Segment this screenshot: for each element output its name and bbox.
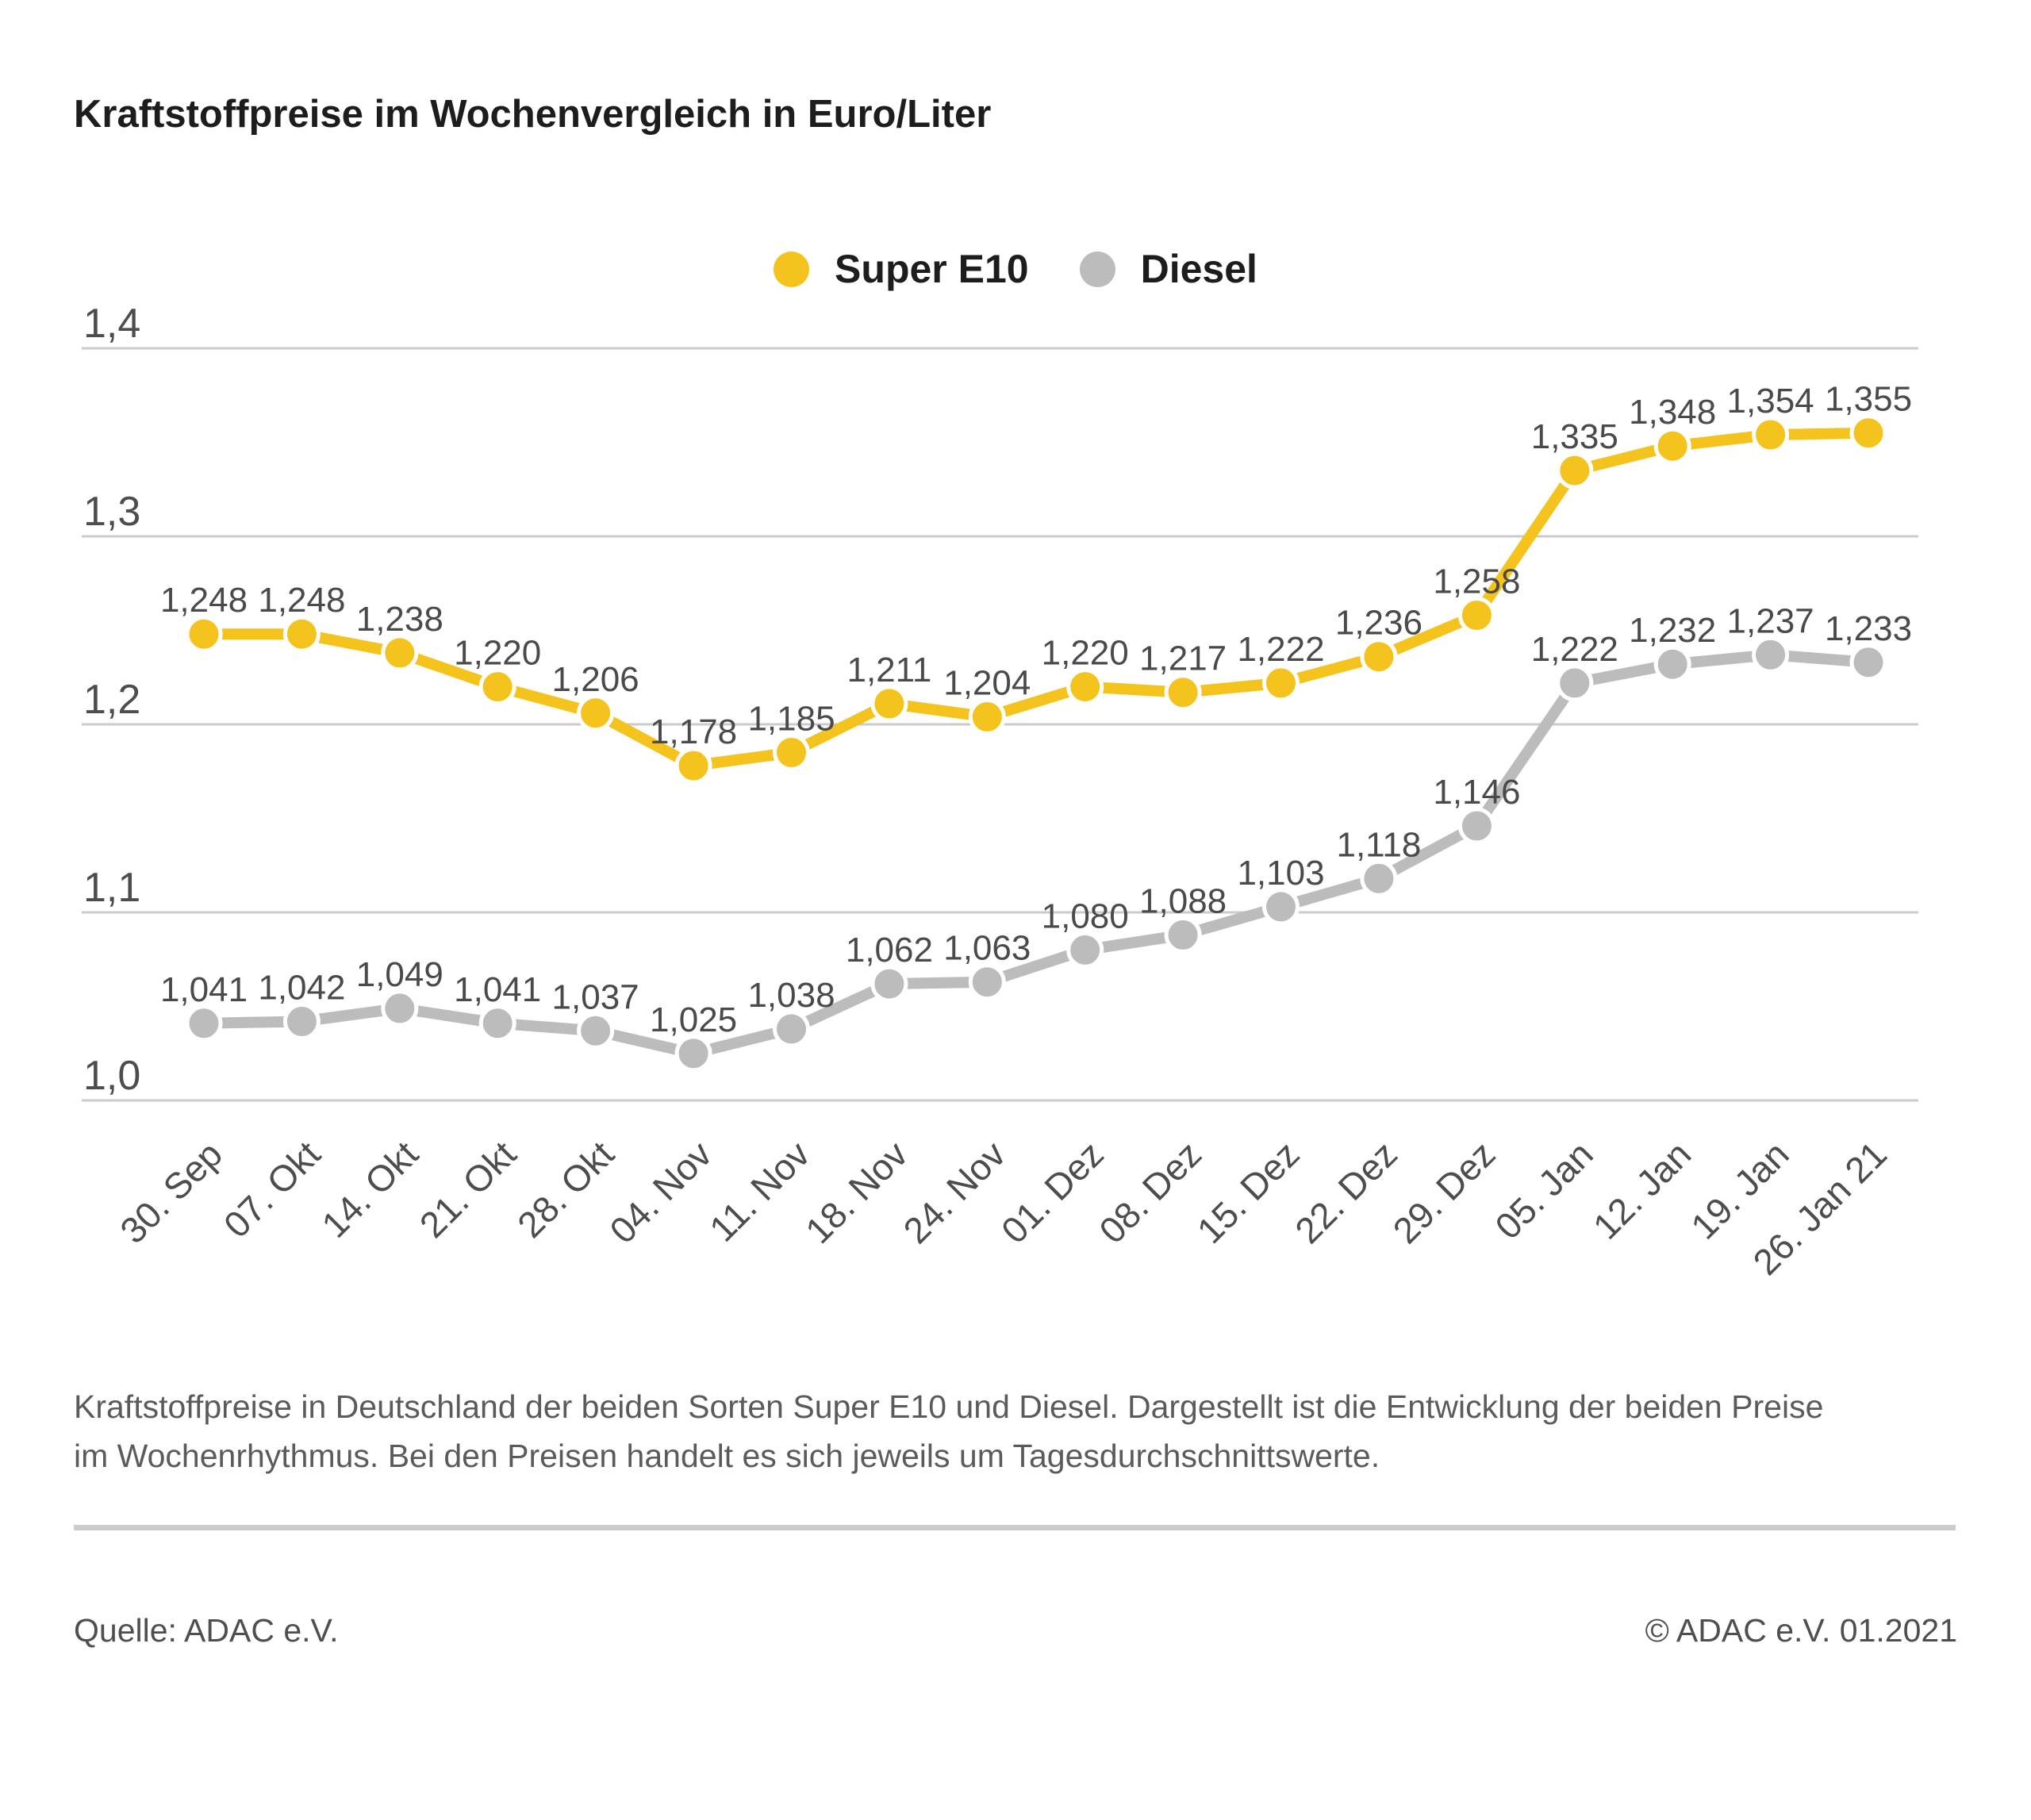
svg-text:22. Dez: 22. Dez [1287,1133,1405,1251]
page-title: Kraftstoffpreise im Wochenvergleich in E… [74,93,992,136]
svg-text:18. Nov: 18. Nov [797,1133,916,1251]
svg-text:1,258: 1,258 [1433,563,1520,601]
svg-text:1,080: 1,080 [1042,897,1129,935]
svg-text:1,038: 1,038 [747,976,835,1015]
chart-legend: Super E10 Diesel [0,246,2031,292]
svg-text:1,355: 1,355 [1825,380,1912,419]
legend-dot-diesel-icon [1079,251,1115,287]
svg-text:1,063: 1,063 [943,929,1031,968]
svg-text:1,185: 1,185 [747,700,835,739]
svg-text:1,037: 1,037 [552,977,639,1016]
svg-text:1,0: 1,0 [83,1053,140,1099]
svg-text:1,062: 1,062 [846,931,933,970]
svg-text:1,232: 1,232 [1629,611,1716,650]
svg-text:1,049: 1,049 [356,955,443,994]
svg-text:1,4: 1,4 [83,301,140,347]
value-labels-super-e10: 1,248 1,248 1,238 1,220 1,206 1,178 1,185 1,211… [160,380,1912,751]
svg-text:1,146: 1,146 [1433,773,1520,812]
svg-text:1,088: 1,088 [1139,881,1227,920]
legend-item-super-e10: Super E10 [774,246,1029,292]
svg-text:30. Sep: 30. Sep [112,1133,230,1251]
svg-text:24. Nov: 24. Nov [895,1133,1013,1251]
y-axis-labels: 1,0 1,1 1,2 1,3 1,4 [83,301,140,1099]
svg-text:1,248: 1,248 [258,581,345,620]
svg-text:1,2: 1,2 [83,677,140,723]
svg-text:1,041: 1,041 [454,970,541,1009]
svg-text:1,348: 1,348 [1629,393,1716,432]
svg-text:1,220: 1,220 [454,634,541,673]
source-text: Quelle: ADAC e.V. [74,1612,339,1649]
chart-caption: Kraftstoffpreise in Deutschland der beid… [74,1388,1824,1475]
svg-text:1,041: 1,041 [160,970,248,1009]
svg-text:1,211: 1,211 [847,651,931,689]
legend-label-diesel: Diesel [1140,247,1257,291]
series-diesel [185,635,1887,1073]
svg-text:1,204: 1,204 [943,664,1031,703]
legend-item-diesel: Diesel [1079,246,1257,292]
svg-text:04. Nov: 04. Nov [601,1133,720,1251]
svg-text:1,042: 1,042 [258,969,345,1008]
svg-text:1,222: 1,222 [1237,630,1324,669]
svg-text:12. Jan: 12. Jan [1585,1133,1699,1246]
footer-divider [74,1525,1956,1530]
svg-text:1,118: 1,118 [1336,825,1421,864]
svg-text:1,1: 1,1 [83,865,140,911]
svg-text:01. Dez: 01. Dez [993,1133,1111,1251]
svg-text:29. Dez: 29. Dez [1385,1133,1503,1251]
footer: Quelle: ADAC e.V. © ADAC e.V. 01.2021 [74,1612,1957,1649]
svg-text:28. Okt: 28. Okt [509,1133,622,1246]
svg-text:1,103: 1,103 [1237,854,1324,893]
svg-text:1,206: 1,206 [552,660,639,699]
svg-text:11. Nov: 11. Nov [701,1133,817,1249]
svg-text:1,217: 1,217 [1139,639,1227,678]
svg-text:1,248: 1,248 [160,581,248,620]
copyright-text: © ADAC e.V. 01.2021 [1645,1612,1957,1649]
svg-text:15. Dez: 15. Dez [1189,1133,1307,1251]
svg-text:1,237: 1,237 [1727,601,1814,640]
legend-label-super-e10: Super E10 [835,247,1029,291]
svg-text:05. Jan: 05. Jan [1487,1133,1600,1246]
svg-text:08. Dez: 08. Dez [1091,1133,1209,1251]
svg-text:1,178: 1,178 [650,712,737,751]
svg-text:1,233: 1,233 [1825,609,1912,648]
svg-text:1,3: 1,3 [83,489,140,535]
svg-text:1,220: 1,220 [1042,634,1129,673]
value-labels-diesel: 1,041 1,042 1,049 1,041 1,037 1,025 1,038 1,062… [160,601,1912,1039]
svg-text:1,236: 1,236 [1335,604,1422,643]
svg-text:1,354: 1,354 [1727,382,1814,420]
svg-text:1,222: 1,222 [1531,630,1618,669]
series-super-e10 [185,414,1887,785]
legend-dot-super-e10-icon [774,251,810,287]
svg-text:07. Okt: 07. Okt [216,1133,328,1246]
svg-text:21. Okt: 21. Okt [412,1133,524,1246]
svg-text:14. Okt: 14. Okt [313,1133,426,1246]
svg-text:1,238: 1,238 [356,600,443,639]
svg-text:1,025: 1,025 [650,1000,737,1039]
svg-text:1,335: 1,335 [1531,417,1618,456]
